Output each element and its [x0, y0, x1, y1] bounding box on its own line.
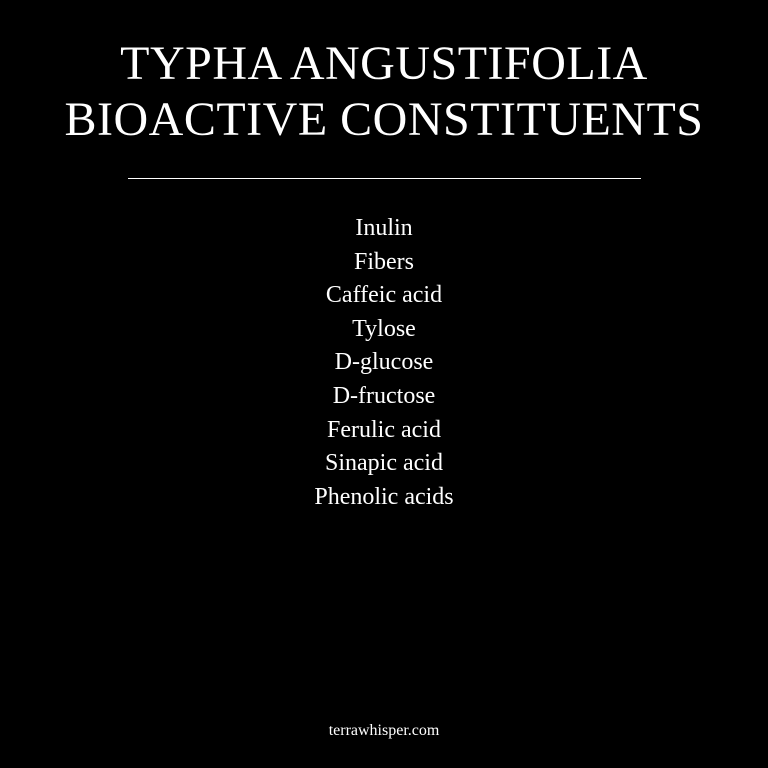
constituents-list: Inulin Fibers Caffeic acid Tylose D-gluc…: [0, 212, 768, 514]
list-item: Caffeic acid: [325, 282, 443, 309]
title-line-2: BIOACTIVE CONSTITUENTS: [64, 93, 704, 146]
list-item: Fibers: [354, 248, 414, 275]
list-item: Ferulic acid: [327, 416, 441, 443]
list-item: D-fructose: [332, 382, 436, 409]
title-line-1: TYPHA ANGUSTIFOLIA: [120, 37, 648, 90]
list-item: Sinapic acid: [325, 450, 443, 477]
list-item: Inulin: [355, 215, 413, 241]
list-item: Phenolic acids: [314, 483, 454, 510]
list-item: Tylose: [352, 315, 416, 342]
page-title: TYPHA ANGUSTIFOLIA BIOACTIVE CONSTITUENT…: [0, 36, 768, 148]
list-item: D-glucose: [334, 349, 434, 376]
title-divider: [128, 178, 641, 179]
site-credit: terrawhisper.com: [328, 722, 440, 739]
